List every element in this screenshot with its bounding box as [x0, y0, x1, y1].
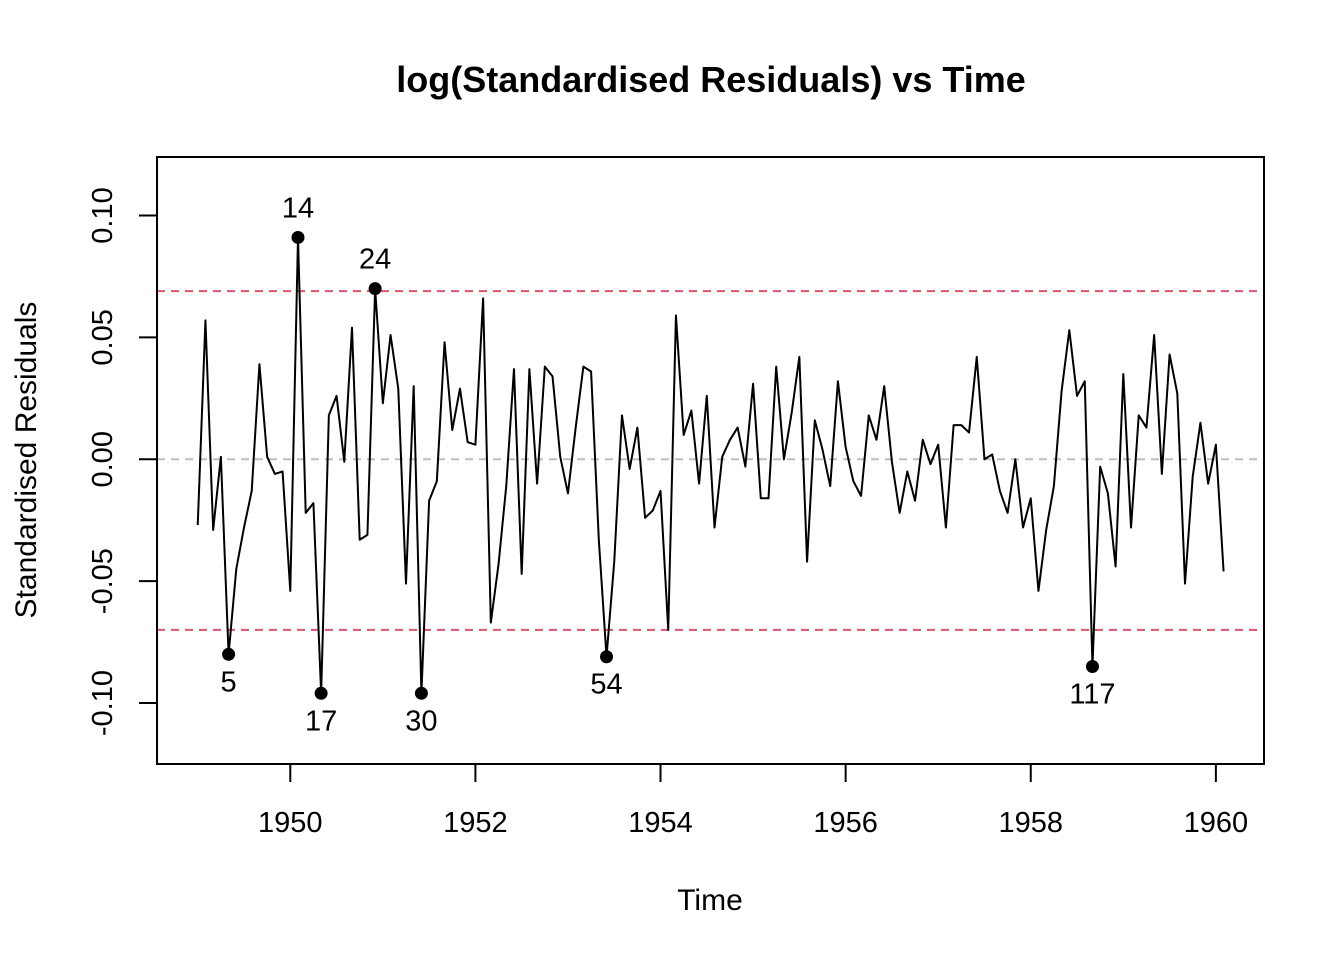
highlight-label-54: 54: [590, 669, 622, 701]
highlight-label-24: 24: [359, 244, 391, 276]
highlight-label-30: 30: [405, 705, 437, 737]
x-axis: 1950 1952 1954 1956 1958 1960: [258, 763, 1249, 839]
highlight-label-17: 17: [305, 705, 337, 737]
highlight-label-14: 14: [282, 192, 314, 224]
highlight-point-117: [1085, 659, 1099, 673]
x-axis-label: Time: [677, 884, 743, 917]
y-axis: -0.10 -0.05 0.00 0.05 0.10: [87, 187, 158, 736]
y-axis-label: Standardised Residuals: [10, 302, 43, 619]
y-tick-label-0.10: 0.10: [87, 187, 119, 243]
x-tick-label-1954: 1954: [628, 807, 693, 839]
y-tick-label--0.10: -0.10: [87, 670, 119, 736]
highlight-point-5: [222, 647, 236, 661]
highlight-point-24: [368, 282, 382, 296]
highlight-point-17: [314, 686, 328, 700]
highlight-label-117: 117: [1069, 678, 1115, 710]
x-tick-label-1950: 1950: [258, 807, 323, 839]
x-tick-label-1958: 1958: [998, 807, 1063, 839]
highlight-label-5: 5: [221, 666, 237, 698]
highlight-point-54: [600, 650, 614, 664]
highlighted-points: 5 14 17 24 30 54 117: [221, 192, 1116, 737]
y-tick-label-0.00: 0.00: [87, 431, 119, 487]
x-tick-label-1960: 1960: [1184, 807, 1249, 839]
series-line-0: [196, 236, 1225, 695]
x-tick-label-1956: 1956: [813, 807, 878, 839]
highlight-point-14: [291, 230, 305, 244]
chart-title: log(Standardised Residuals) vs Time: [396, 59, 1026, 100]
series-layer: [196, 236, 1225, 695]
x-tick-label-1952: 1952: [443, 807, 508, 839]
y-tick-label-0.05: 0.05: [87, 309, 119, 365]
highlight-point-30: [414, 686, 428, 700]
y-tick-label--0.05: -0.05: [87, 548, 119, 614]
